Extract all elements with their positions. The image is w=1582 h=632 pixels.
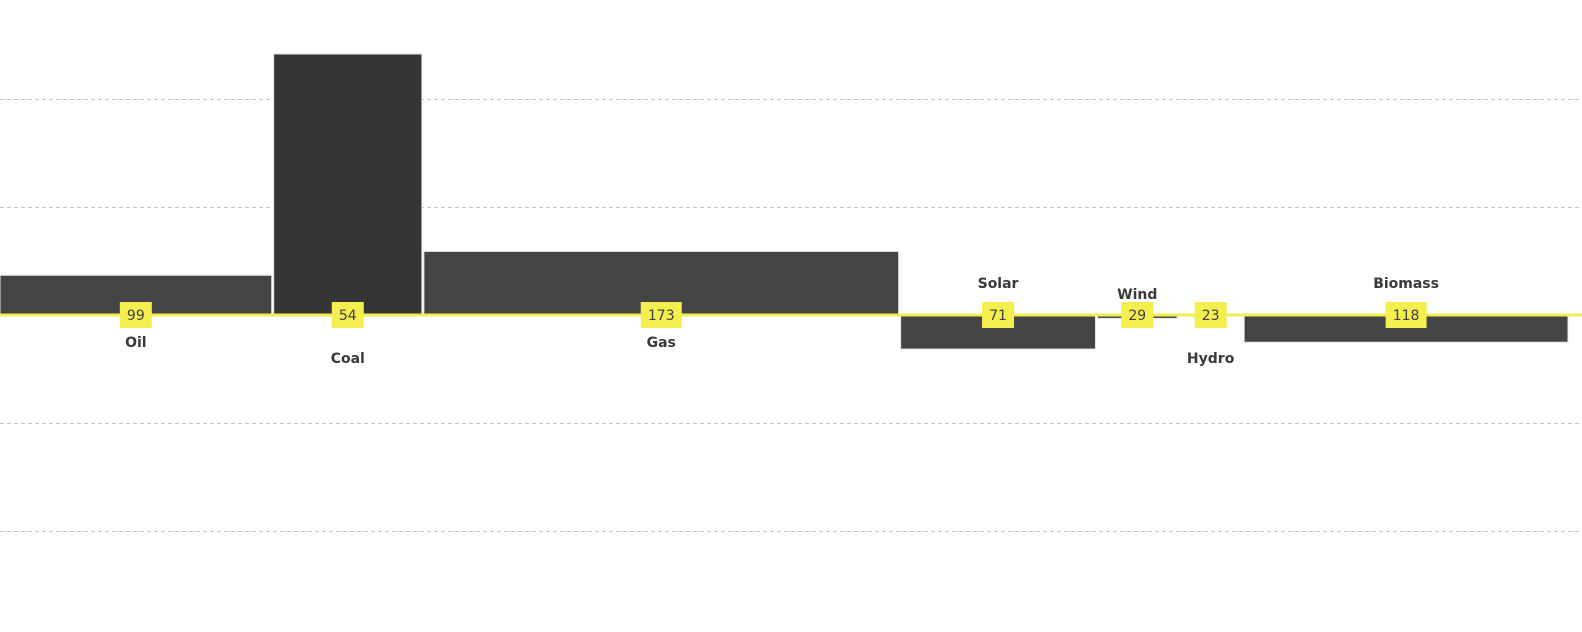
bar-coal <box>273 53 423 316</box>
value-badge-hydro <box>1194 302 1227 328</box>
category-label-gas: Gas <box>647 335 676 351</box>
category-label-biomass: Biomass <box>1373 276 1439 292</box>
category-label-coal: Coal <box>331 351 365 367</box>
category-label-hydro: Hydro <box>1187 351 1235 367</box>
labels: 99 Oil 54 Coal 173 Gas 71 Solar 29 Wind 23 Hydro 118… <box>119 276 1439 367</box>
bars <box>0 53 1569 350</box>
category-label-oil: Oil <box>125 335 147 351</box>
value-label-solar: 71 <box>989 308 1007 324</box>
value-badge-coal <box>331 302 364 328</box>
value-label-gas: 173 <box>648 308 675 324</box>
value-badge-biomass <box>1385 302 1427 328</box>
value-label-coal: 54 <box>339 308 357 324</box>
grid-lines <box>0 99 1582 532</box>
value-label-hydro: 23 <box>1202 308 1220 324</box>
value-badge-gas <box>640 302 682 328</box>
category-label-solar: Solar <box>978 276 1019 292</box>
value-label-wind: 29 <box>1128 308 1146 324</box>
value-badge-solar <box>982 302 1015 328</box>
value-label-oil: 99 <box>127 308 145 324</box>
value-label-biomass: 118 <box>1393 308 1420 324</box>
value-badge-oil <box>119 302 152 328</box>
value-badge-wind <box>1121 302 1154 328</box>
category-label-wind: Wind <box>1117 287 1157 303</box>
